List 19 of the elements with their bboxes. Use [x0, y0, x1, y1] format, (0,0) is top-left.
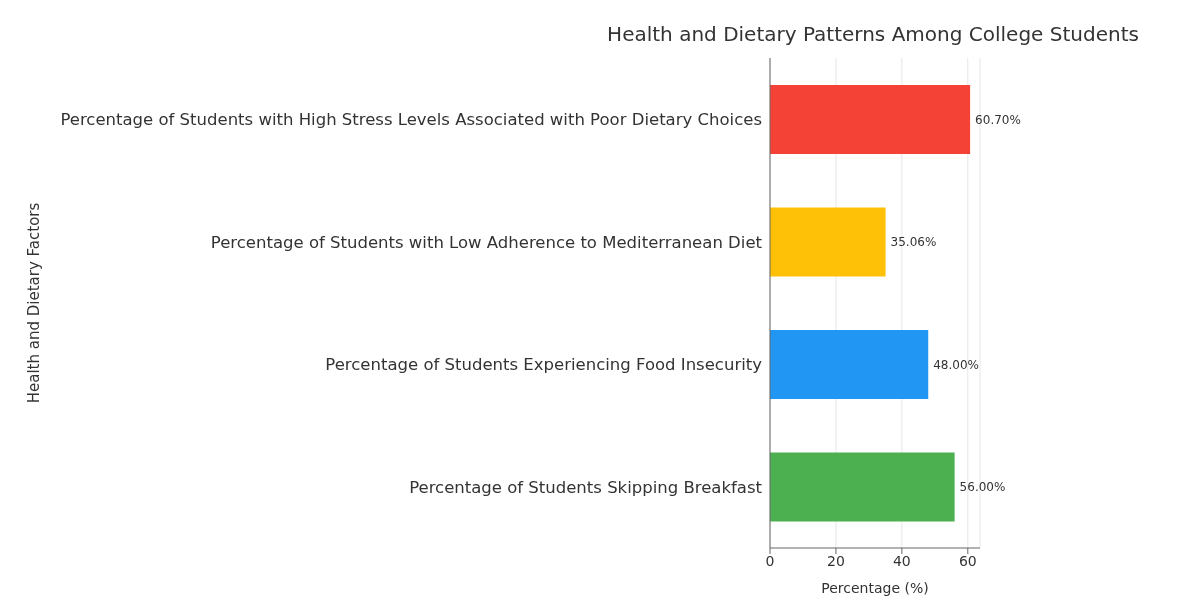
data-label: 60.70% — [975, 112, 1021, 127]
bar — [770, 329, 929, 399]
x-tick-label: 20 — [827, 552, 845, 569]
y-tick-label: Percentage of Students Skipping Breakfast — [409, 477, 763, 497]
bar — [770, 452, 955, 522]
data-label: 48.00% — [933, 357, 980, 372]
x-axis-title: Percentage (%) — [821, 580, 929, 596]
x-tick-label: 40 — [892, 552, 911, 569]
bar — [770, 207, 886, 277]
chart-title: Health and Dietary Patterns Among College Students — [606, 22, 1140, 46]
y-tick-label: Percentage of Students Experiencing Food Insecurity — [325, 355, 763, 375]
x-tick-label: 0 — [765, 552, 775, 569]
y-axis-title: Health and Dietary Factors — [25, 202, 44, 404]
data-label: 56.00% — [959, 480, 1006, 495]
y-tick-label: Percentage of Students with High Stress Levels Associated with Poor Dietary Choices — [60, 110, 762, 130]
y-tick-label: Percentage of Students with Low Adherence to Mediterranean Diet — [210, 232, 763, 252]
data-label: 35.06% — [890, 235, 937, 250]
bar — [770, 84, 971, 154]
x-tick-label: 60 — [958, 552, 977, 569]
